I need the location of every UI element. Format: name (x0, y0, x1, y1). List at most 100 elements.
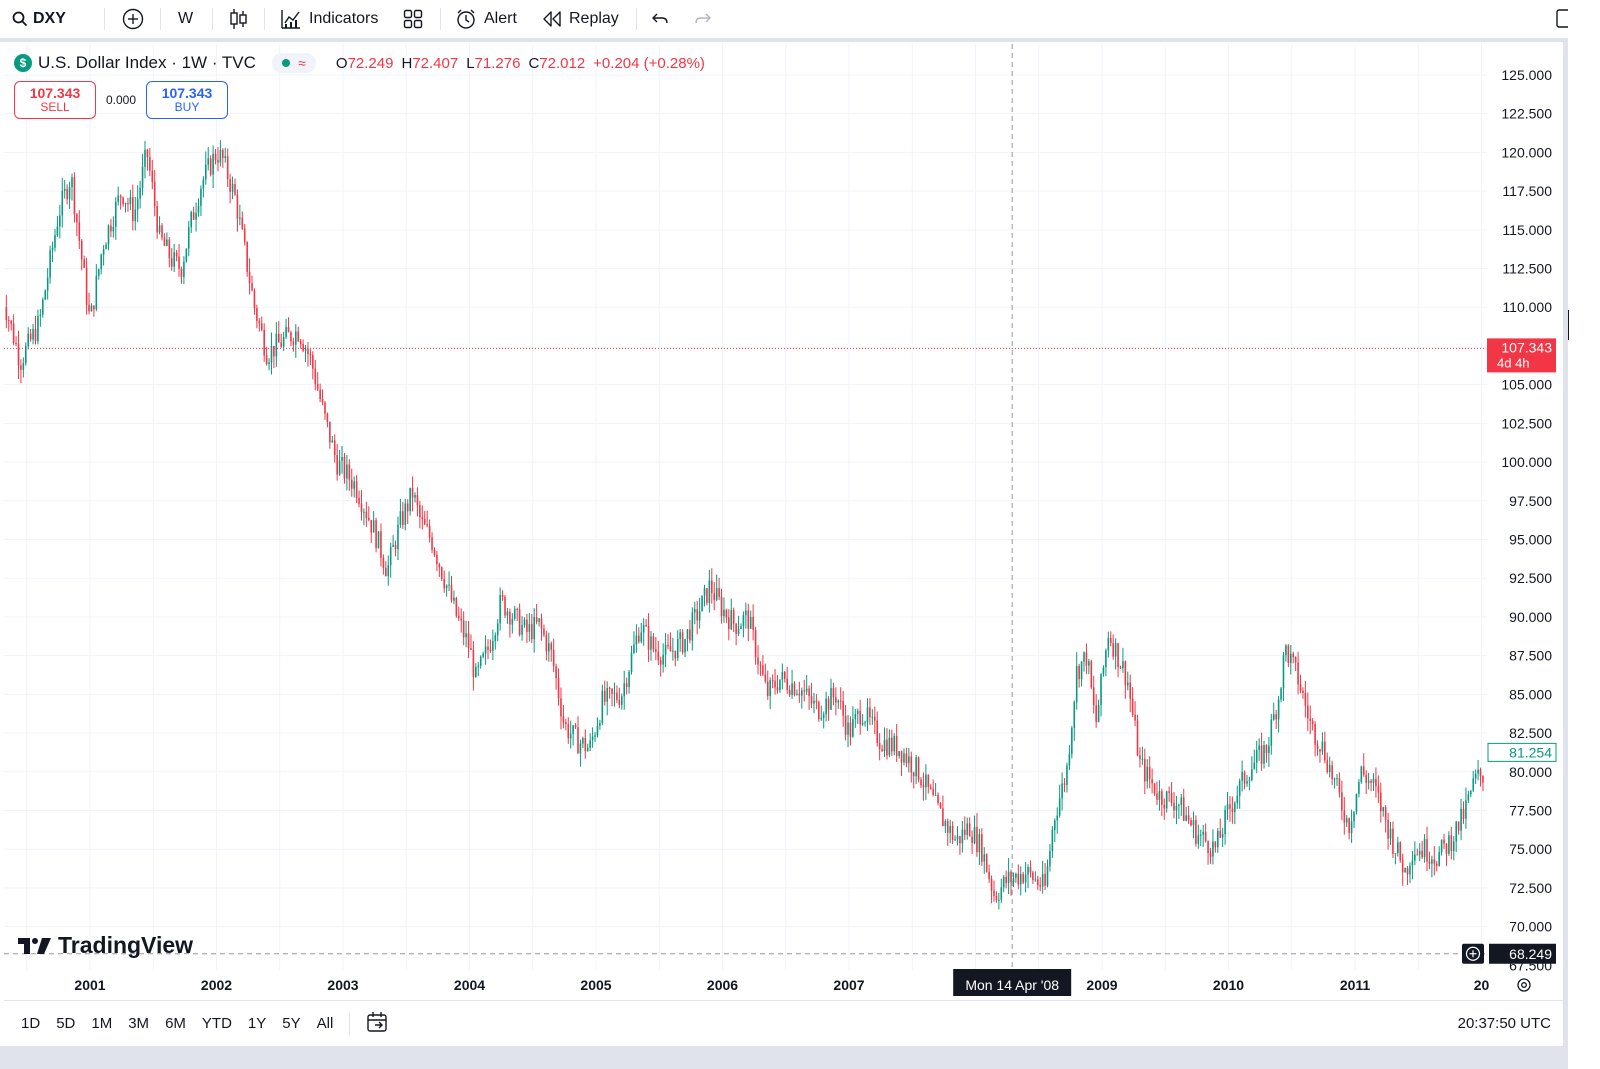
templates-button[interactable] (403, 0, 423, 38)
candle-body (839, 700, 842, 702)
candle-body (1051, 829, 1054, 852)
candle-body (1319, 749, 1321, 752)
settings-gear-icon[interactable] (1517, 978, 1531, 992)
candle-body (642, 625, 645, 633)
low-value: 71.276 (474, 54, 521, 72)
candle-body (209, 158, 212, 175)
candle-body (844, 715, 847, 735)
candle-body (107, 225, 110, 245)
candle-body (1204, 831, 1207, 842)
candle-body (239, 217, 241, 219)
candle-body (501, 595, 504, 597)
symbol-search[interactable]: DXY (12, 0, 66, 38)
candle-body (367, 517, 370, 521)
candle-body (406, 503, 409, 512)
candle-body (611, 688, 613, 694)
utc-clock[interactable]: 20:37:50 UTC (1457, 1015, 1551, 1032)
time-tick-label: 2003 (327, 977, 358, 993)
candle-body (277, 333, 280, 343)
candle-body (861, 722, 864, 725)
candle-body (1333, 778, 1336, 780)
candle-body (764, 674, 767, 682)
candle-body (791, 683, 793, 695)
candle-body (1387, 819, 1389, 839)
candle-body (282, 336, 285, 347)
candle-body (78, 222, 81, 241)
price-chart[interactable]: 125.000 122.500 120.000 117.500 115.000 112.5… (4, 44, 1563, 1000)
time-scale[interactable] (4, 974, 1487, 1000)
candle-body (460, 618, 463, 621)
candle-body (17, 343, 20, 366)
replay-button[interactable]: Replay (542, 0, 619, 38)
fullscreen-button[interactable] (1556, 0, 1570, 38)
candle-body (496, 623, 499, 636)
candle-body (550, 643, 553, 650)
buy-button[interactable]: 107.343 BUY (146, 81, 228, 119)
candle-body (735, 623, 737, 634)
candle-body (652, 636, 655, 650)
candle-body (1224, 809, 1226, 835)
sell-button[interactable]: 107.343 SELL (14, 81, 96, 119)
candle-body (1384, 807, 1387, 820)
candle-body (718, 588, 720, 597)
redo-button[interactable] (694, 0, 712, 38)
candle-body (5, 307, 8, 321)
candle-body (715, 588, 718, 600)
range-3m-button[interactable]: 3M (128, 1015, 150, 1032)
candle-body (234, 183, 236, 195)
candle-body (912, 772, 915, 777)
range-1m-button[interactable]: 1M (91, 1015, 113, 1032)
interval-button[interactable]: W (178, 0, 193, 38)
indicators-button[interactable]: Indicators (280, 0, 378, 38)
chart-pane[interactable]: 125.000 122.500 120.000 117.500 115.000 112.5… (4, 44, 1563, 1000)
candle-body (769, 680, 771, 697)
candle-body (290, 332, 292, 342)
compare-button[interactable] (122, 0, 144, 38)
range-5y-button[interactable]: 5Y (282, 1015, 301, 1032)
candle-body (1370, 780, 1372, 783)
undo-button[interactable] (651, 0, 669, 38)
candle-body (808, 688, 810, 697)
candle-body (759, 664, 762, 666)
range-5d-button[interactable]: 5D (56, 1015, 76, 1032)
candle-body (419, 505, 421, 518)
candle-body (426, 524, 428, 526)
candle-body (1336, 778, 1338, 780)
candle-body (920, 779, 922, 786)
range-1y-button[interactable]: 1Y (247, 1015, 267, 1032)
market-status[interactable]: ≈ (271, 53, 316, 73)
candle-body (934, 794, 937, 796)
range-ytd-button[interactable]: YTD (201, 1015, 232, 1032)
range-1d-button[interactable]: 1D (21, 1015, 41, 1032)
candle-body (674, 650, 677, 659)
candle-body (370, 520, 373, 533)
candle-body (1474, 773, 1477, 779)
candle-body (1450, 835, 1453, 852)
candle-body (832, 688, 835, 698)
candle-body (898, 751, 900, 756)
candle-body (1088, 661, 1090, 666)
candle-body (472, 649, 475, 677)
candle-body (178, 256, 180, 269)
candle-body (1122, 661, 1124, 669)
candle-body (1192, 820, 1195, 826)
change-value: +0.204 (+0.28%) (593, 54, 705, 72)
candle-body (312, 354, 314, 369)
candle-body (820, 717, 823, 720)
series-title[interactable]: U.S. Dollar Index · 1W · TVC (38, 53, 256, 72)
go-to-date-button[interactable] (366, 1011, 388, 1037)
candle-body (1229, 804, 1231, 809)
time-tick-label: 2011 (1340, 977, 1371, 993)
tradingview-logo[interactable]: TradingView (18, 932, 193, 959)
range-all-button[interactable]: All (316, 1015, 334, 1032)
candle-body (1002, 876, 1005, 888)
candle-body (745, 610, 747, 616)
candle-body (1394, 853, 1397, 855)
chart-type-button[interactable] (229, 0, 249, 38)
candle-body (1311, 720, 1314, 724)
candle-body (341, 457, 343, 461)
alert-button[interactable]: Alert (455, 0, 517, 38)
candle-body (691, 612, 694, 641)
price-scale[interactable] (1487, 44, 1563, 1000)
range-6m-button[interactable]: 6M (165, 1015, 186, 1032)
